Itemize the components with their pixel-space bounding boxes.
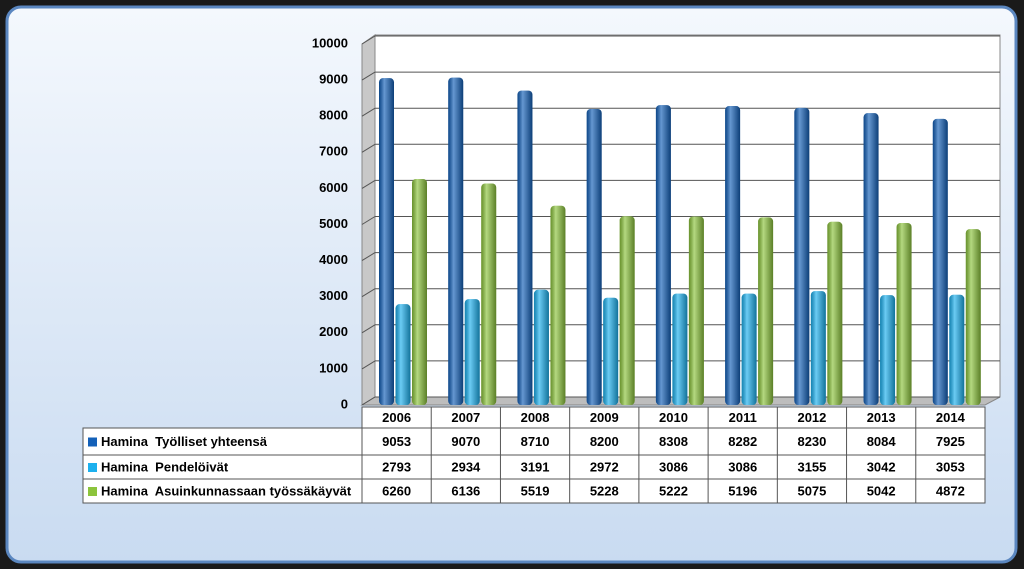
y-tick-label: 5000	[319, 216, 348, 231]
y-tick-label: 3000	[319, 288, 348, 303]
legend-key	[88, 463, 97, 472]
table-value: 4872	[936, 483, 965, 498]
table-value: 2934	[451, 459, 481, 474]
bar-shade	[741, 293, 757, 405]
table-value: 3053	[936, 459, 965, 474]
table-value: 6136	[451, 483, 480, 498]
x-tick-label: 2009	[590, 410, 619, 425]
bar-shade	[725, 106, 741, 405]
x-tick-label: 2012	[797, 410, 826, 425]
bar-shade	[965, 229, 981, 405]
table-value: 9053	[382, 434, 411, 449]
y-tick-label: 1000	[319, 360, 348, 375]
table-value: 5228	[590, 483, 619, 498]
grid-line	[361, 288, 376, 298]
table-value: 9070	[451, 434, 480, 449]
bar-shade	[517, 90, 533, 405]
bar-shade	[932, 118, 948, 405]
bar-shade	[619, 216, 635, 405]
bar-shade	[533, 289, 549, 405]
x-tick-label: 2010	[659, 410, 688, 425]
bar-shade	[794, 107, 810, 405]
x-tick-label: 2011	[729, 410, 757, 425]
grid-line	[361, 252, 376, 262]
table-value: 8710	[521, 434, 550, 449]
x-tick-label: 2008	[521, 410, 550, 425]
grid-line	[361, 143, 376, 153]
bar-shade	[896, 222, 912, 405]
x-tick-label: 2014	[936, 410, 966, 425]
y-tick-label: 8000	[319, 108, 348, 123]
table-value: 5042	[867, 483, 896, 498]
x-tick-label: 2007	[451, 410, 480, 425]
bar-shade	[481, 183, 497, 405]
table-value: 2793	[382, 459, 411, 474]
bar-shade	[949, 294, 965, 405]
table-value: 3086	[659, 459, 688, 474]
table-value: 3086	[728, 459, 757, 474]
y-tick-label: 2000	[319, 324, 348, 339]
table-value: 2972	[590, 459, 619, 474]
legend-key	[88, 487, 97, 496]
grid-line	[361, 324, 376, 334]
legend-label: Hamina Pendelöivät	[101, 459, 229, 474]
x-tick-label: 2013	[867, 410, 896, 425]
legend-key	[88, 437, 97, 447]
table-value: 7925	[936, 434, 965, 449]
grid-line	[361, 360, 376, 370]
y-tick-label: 9000	[319, 72, 348, 87]
bar-shade	[672, 293, 688, 405]
y-tick-label: 4000	[319, 252, 348, 267]
grid-line	[361, 396, 376, 406]
table-value: 6260	[382, 483, 411, 498]
table-value: 8084	[867, 434, 897, 449]
y-tick-label: 0	[341, 396, 348, 411]
x-tick-label: 2006	[382, 410, 411, 425]
bar-shade	[603, 297, 619, 405]
table-value: 8200	[590, 434, 619, 449]
table-value: 8308	[659, 434, 688, 449]
bar-shade	[379, 78, 394, 405]
grid-line	[361, 107, 376, 117]
y-tick-label: 7000	[319, 144, 348, 159]
y-tick-label: 10000	[312, 35, 348, 50]
table-bg	[82, 427, 986, 504]
bar-shade	[550, 205, 566, 405]
grid-line	[361, 216, 376, 225]
grid-line	[361, 35, 376, 45]
bar-shade	[448, 77, 464, 405]
bar-shade	[395, 304, 411, 405]
bar-shade	[586, 108, 602, 405]
bar-shade	[880, 295, 896, 405]
table-value: 8282	[728, 434, 757, 449]
bar-shade	[464, 299, 480, 405]
bar-shade	[758, 217, 774, 405]
legend-label: Hamina Työlliset yhteensä	[101, 434, 268, 449]
bar-shade	[688, 216, 704, 405]
legend-label: Hamina Asuinkunnassaan työssäkäyvät	[101, 483, 352, 498]
bar-shade	[827, 221, 843, 405]
table-value: 5075	[797, 483, 826, 498]
table-value: 8230	[797, 434, 826, 449]
table-value: 3155	[797, 459, 826, 474]
bar-shade	[810, 291, 826, 405]
table-value: 5196	[728, 483, 757, 498]
grid-line	[361, 179, 376, 189]
table-value: 3191	[521, 459, 550, 474]
bar-shade	[863, 113, 879, 405]
grid-line	[361, 71, 376, 81]
bar-shade	[412, 179, 427, 405]
bar-shade	[655, 105, 671, 405]
table-value: 5222	[659, 483, 688, 498]
y-tick-label: 6000	[319, 180, 348, 195]
table-value: 5519	[521, 483, 550, 498]
table-value: 3042	[867, 459, 896, 474]
